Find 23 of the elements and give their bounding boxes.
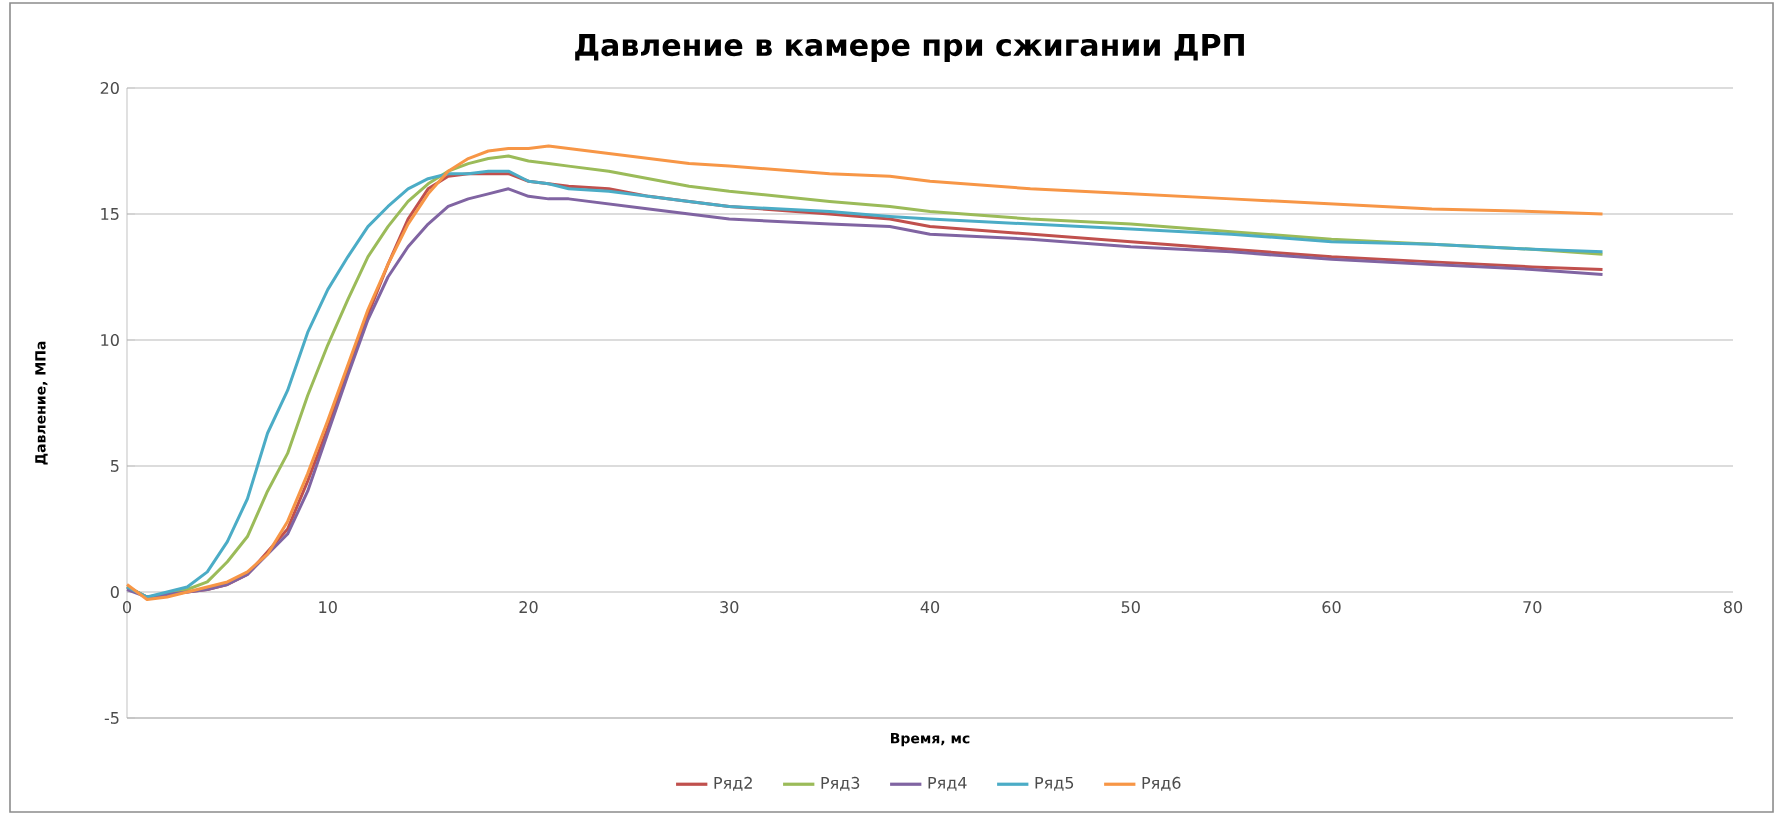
y-tick-label: -5 (104, 712, 119, 724)
x-tick-label: 10 (319, 601, 337, 614)
x-axis-title: Время, мс (891, 733, 970, 747)
y-tick-label: 20 (100, 81, 119, 95)
chart-title: Давление в камере при сжигании ДРП (575, 33, 1244, 63)
x-tick-label: 20 (519, 601, 538, 614)
x-tick-label: 70 (1523, 601, 1542, 614)
x-tick-label: 60 (1322, 601, 1341, 614)
legend-label: Ряд5 (1035, 776, 1074, 791)
x-tick-label: 0 (122, 601, 132, 614)
x-tick-label: 50 (1121, 601, 1140, 614)
legend-label: Ряд6 (1142, 776, 1181, 791)
y-tick-label: 15 (101, 208, 119, 220)
y-tick-label: 10 (101, 333, 119, 347)
legend-label: Ряд4 (928, 776, 967, 791)
y-axis-title: Давление, МПа (35, 341, 48, 465)
y-tick-label: 0 (110, 585, 119, 599)
legend-label: Ряд3 (821, 776, 860, 791)
x-tick-label: 80 (1723, 601, 1743, 614)
x-tick-label: 30 (720, 601, 739, 614)
x-tick-label: 40 (920, 601, 940, 614)
y-tick-label: 5 (110, 460, 119, 472)
legend-label: Ряд2 (714, 776, 752, 791)
